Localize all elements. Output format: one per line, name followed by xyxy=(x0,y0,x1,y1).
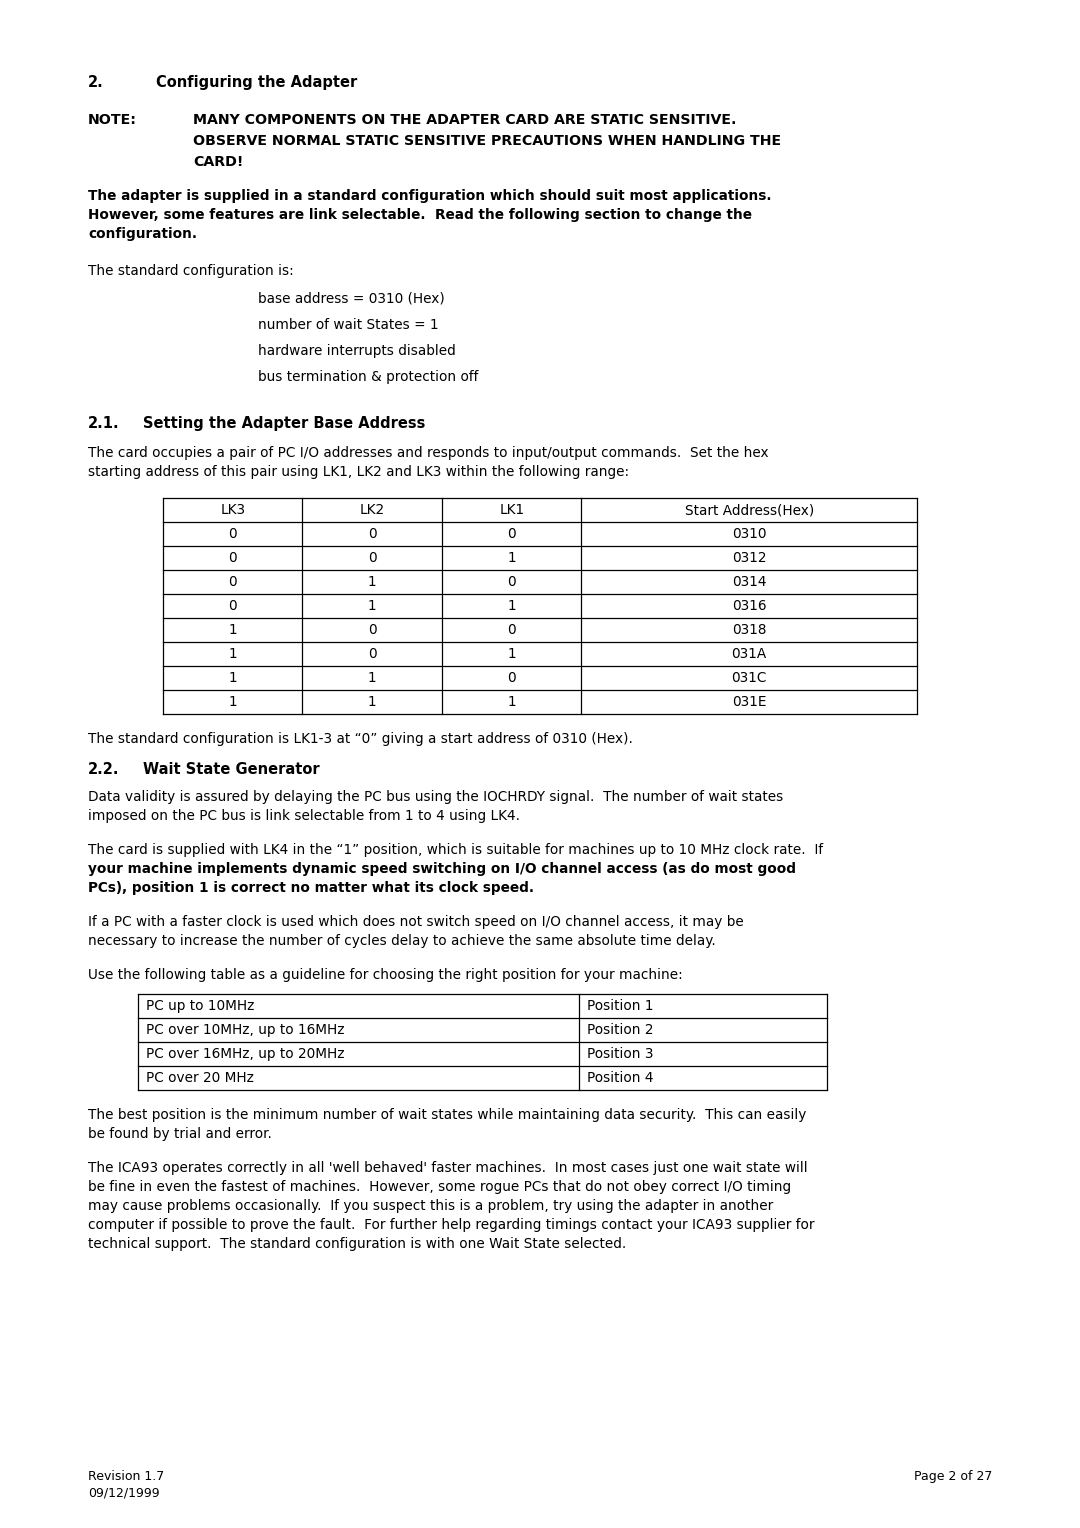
Text: 0: 0 xyxy=(508,671,516,685)
Text: 1: 1 xyxy=(229,671,237,685)
Text: 0: 0 xyxy=(508,623,516,637)
Text: imposed on the PC bus is link selectable from 1 to 4 using LK4.: imposed on the PC bus is link selectable… xyxy=(87,808,519,824)
Text: PC over 10MHz, up to 16MHz: PC over 10MHz, up to 16MHz xyxy=(146,1024,345,1038)
Text: your machine implements dynamic speed switching on I/O channel access (as do mos: your machine implements dynamic speed sw… xyxy=(87,862,796,876)
Text: 0: 0 xyxy=(229,527,237,541)
Text: The ICA93 operates correctly in all 'well behaved' faster machines.  In most cas: The ICA93 operates correctly in all 'wel… xyxy=(87,1161,808,1175)
Text: Configuring the Adapter: Configuring the Adapter xyxy=(156,75,357,90)
Text: OBSERVE NORMAL STATIC SENSITIVE PRECAUTIONS WHEN HANDLING THE: OBSERVE NORMAL STATIC SENSITIVE PRECAUTI… xyxy=(193,134,781,148)
Text: Start Address(Hex): Start Address(Hex) xyxy=(685,503,814,516)
Text: The card is supplied with LK4 in the “1” position, which is suitable for machine: The card is supplied with LK4 in the “1”… xyxy=(87,843,823,857)
Text: technical support.  The standard configuration is with one Wait State selected.: technical support. The standard configur… xyxy=(87,1238,626,1251)
Text: LK2: LK2 xyxy=(360,503,384,516)
Text: Data validity is assured by delaying the PC bus using the IOCHRDY signal.  The n: Data validity is assured by delaying the… xyxy=(87,790,783,804)
Text: Revision 1.7: Revision 1.7 xyxy=(87,1470,164,1484)
Text: PC over 16MHz, up to 20MHz: PC over 16MHz, up to 20MHz xyxy=(146,1047,345,1060)
Text: NOTE:: NOTE: xyxy=(87,113,137,127)
Text: Position 2: Position 2 xyxy=(586,1024,653,1038)
Text: Page 2 of 27: Page 2 of 27 xyxy=(914,1470,993,1484)
Text: The standard configuration is:: The standard configuration is: xyxy=(87,264,294,278)
Text: be fine in even the fastest of machines.  However, some rogue PCs that do not ob: be fine in even the fastest of machines.… xyxy=(87,1180,792,1193)
Text: 1: 1 xyxy=(508,695,516,709)
Text: If a PC with a faster clock is used which does not switch speed on I/O channel a: If a PC with a faster clock is used whic… xyxy=(87,915,744,929)
Text: 2.2.: 2.2. xyxy=(87,762,120,778)
Text: However, some features are link selectable.  Read the following section to chang: However, some features are link selectab… xyxy=(87,208,752,222)
Text: 0: 0 xyxy=(368,527,377,541)
Text: The best position is the minimum number of wait states while maintaining data se: The best position is the minimum number … xyxy=(87,1108,807,1122)
Text: 1: 1 xyxy=(368,671,377,685)
Text: Wait State Generator: Wait State Generator xyxy=(143,762,320,778)
Text: base address = 0310 (Hex): base address = 0310 (Hex) xyxy=(258,292,445,306)
Text: 0: 0 xyxy=(368,646,377,662)
Text: 0: 0 xyxy=(508,575,516,588)
Text: necessary to increase the number of cycles delay to achieve the same absolute ti: necessary to increase the number of cycl… xyxy=(87,934,716,947)
Text: 0310: 0310 xyxy=(732,527,767,541)
Text: 1: 1 xyxy=(508,599,516,613)
Text: 1: 1 xyxy=(368,599,377,613)
Text: 0312: 0312 xyxy=(732,552,767,565)
Text: 0: 0 xyxy=(368,552,377,565)
Text: 0: 0 xyxy=(368,623,377,637)
Text: PC up to 10MHz: PC up to 10MHz xyxy=(146,999,255,1013)
Text: The standard configuration is LK1-3 at “0” giving a start address of 0310 (Hex).: The standard configuration is LK1-3 at “… xyxy=(87,732,633,746)
Text: LK1: LK1 xyxy=(499,503,524,516)
Text: configuration.: configuration. xyxy=(87,228,197,241)
Text: 0: 0 xyxy=(229,552,237,565)
Text: hardware interrupts disabled: hardware interrupts disabled xyxy=(258,344,456,358)
Text: 2.1.: 2.1. xyxy=(87,416,120,431)
Text: The card occupies a pair of PC I/O addresses and responds to input/output comman: The card occupies a pair of PC I/O addre… xyxy=(87,446,769,460)
Text: be found by trial and error.: be found by trial and error. xyxy=(87,1128,272,1141)
Text: starting address of this pair using LK1, LK2 and LK3 within the following range:: starting address of this pair using LK1,… xyxy=(87,465,630,478)
Text: The adapter is supplied in a standard configuration which should suit most appli: The adapter is supplied in a standard co… xyxy=(87,189,771,203)
Text: 031C: 031C xyxy=(731,671,767,685)
Text: Position 1: Position 1 xyxy=(586,999,653,1013)
Text: 0318: 0318 xyxy=(732,623,767,637)
Text: 1: 1 xyxy=(229,623,237,637)
Text: 1: 1 xyxy=(368,695,377,709)
Text: 0314: 0314 xyxy=(732,575,767,588)
Text: 1: 1 xyxy=(368,575,377,588)
Text: bus termination & protection off: bus termination & protection off xyxy=(258,370,478,384)
Text: computer if possible to prove the fault.  For further help regarding timings con: computer if possible to prove the fault.… xyxy=(87,1218,814,1232)
Text: 0316: 0316 xyxy=(732,599,767,613)
Text: number of wait States = 1: number of wait States = 1 xyxy=(258,318,438,332)
Text: 0: 0 xyxy=(508,527,516,541)
Text: 2.: 2. xyxy=(87,75,104,90)
Text: PCs), position 1 is correct no matter what its clock speed.: PCs), position 1 is correct no matter wh… xyxy=(87,882,534,895)
Text: PC over 20 MHz: PC over 20 MHz xyxy=(146,1071,254,1085)
Text: LK3: LK3 xyxy=(220,503,245,516)
Text: Setting the Adapter Base Address: Setting the Adapter Base Address xyxy=(143,416,426,431)
Text: 0: 0 xyxy=(229,575,237,588)
Text: 1: 1 xyxy=(229,695,237,709)
Text: CARD!: CARD! xyxy=(193,154,243,170)
Text: Position 3: Position 3 xyxy=(586,1047,653,1060)
Text: MANY COMPONENTS ON THE ADAPTER CARD ARE STATIC SENSITIVE.: MANY COMPONENTS ON THE ADAPTER CARD ARE … xyxy=(193,113,737,127)
Text: 031A: 031A xyxy=(731,646,767,662)
Text: 09/12/1999: 09/12/1999 xyxy=(87,1487,160,1500)
Text: Position 4: Position 4 xyxy=(586,1071,653,1085)
Text: may cause problems occasionally.  If you suspect this is a problem, try using th: may cause problems occasionally. If you … xyxy=(87,1199,773,1213)
Text: 1: 1 xyxy=(229,646,237,662)
Text: Use the following table as a guideline for choosing the right position for your : Use the following table as a guideline f… xyxy=(87,969,683,983)
Text: 1: 1 xyxy=(508,646,516,662)
Text: 0: 0 xyxy=(229,599,237,613)
Text: 031E: 031E xyxy=(732,695,767,709)
Text: 1: 1 xyxy=(508,552,516,565)
